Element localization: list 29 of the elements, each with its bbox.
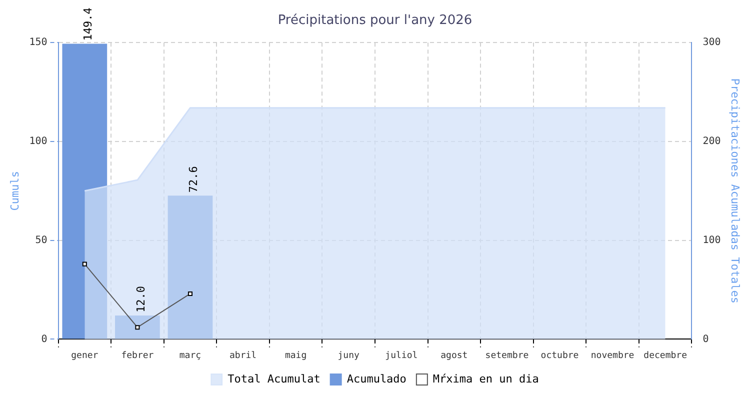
y2-tick-label: 0 xyxy=(702,334,709,345)
x-tick-label: gener xyxy=(71,350,99,361)
y2-axis-title: Precipitaciones Acumuladas Totales xyxy=(728,78,742,304)
y2-tick-label: 200 xyxy=(702,136,721,148)
x-tick-label: abril xyxy=(229,350,257,361)
y-tick-label: 150 xyxy=(29,37,48,48)
y-axis-title: Cumuls xyxy=(8,171,22,211)
legend-label: Acumulado xyxy=(346,372,406,386)
x-tick-label: febrer xyxy=(121,350,154,361)
x-tick-label: maig xyxy=(284,350,307,361)
chart-title: Précipitations pour l'any 2026 xyxy=(278,13,472,28)
data-label: 149.4 xyxy=(82,7,95,41)
x-tick-label: agost xyxy=(440,350,468,361)
x-tick-label: octubre xyxy=(540,350,579,361)
y2-tick-label: 300 xyxy=(702,37,721,48)
y-tick-label: 50 xyxy=(35,234,48,246)
x-tick-label: març xyxy=(179,350,202,361)
x-tick-label: juny xyxy=(338,350,360,361)
x-tick-label: novembre xyxy=(590,350,634,361)
legend-label: Mŕxima en un dia xyxy=(432,372,539,386)
y2-tick-label: 100 xyxy=(702,234,721,246)
data-label: 12.0 xyxy=(134,286,148,312)
x-tick-label: juliol xyxy=(385,350,418,361)
x-tick-label: setembre xyxy=(485,350,529,361)
x-tick-label: decembre xyxy=(644,350,688,361)
data-label: 72.6 xyxy=(187,166,200,193)
y-tick-label: 100 xyxy=(29,136,48,148)
legend-label: Total Acumulat xyxy=(228,372,320,386)
y-tick-label: 0 xyxy=(41,334,48,345)
